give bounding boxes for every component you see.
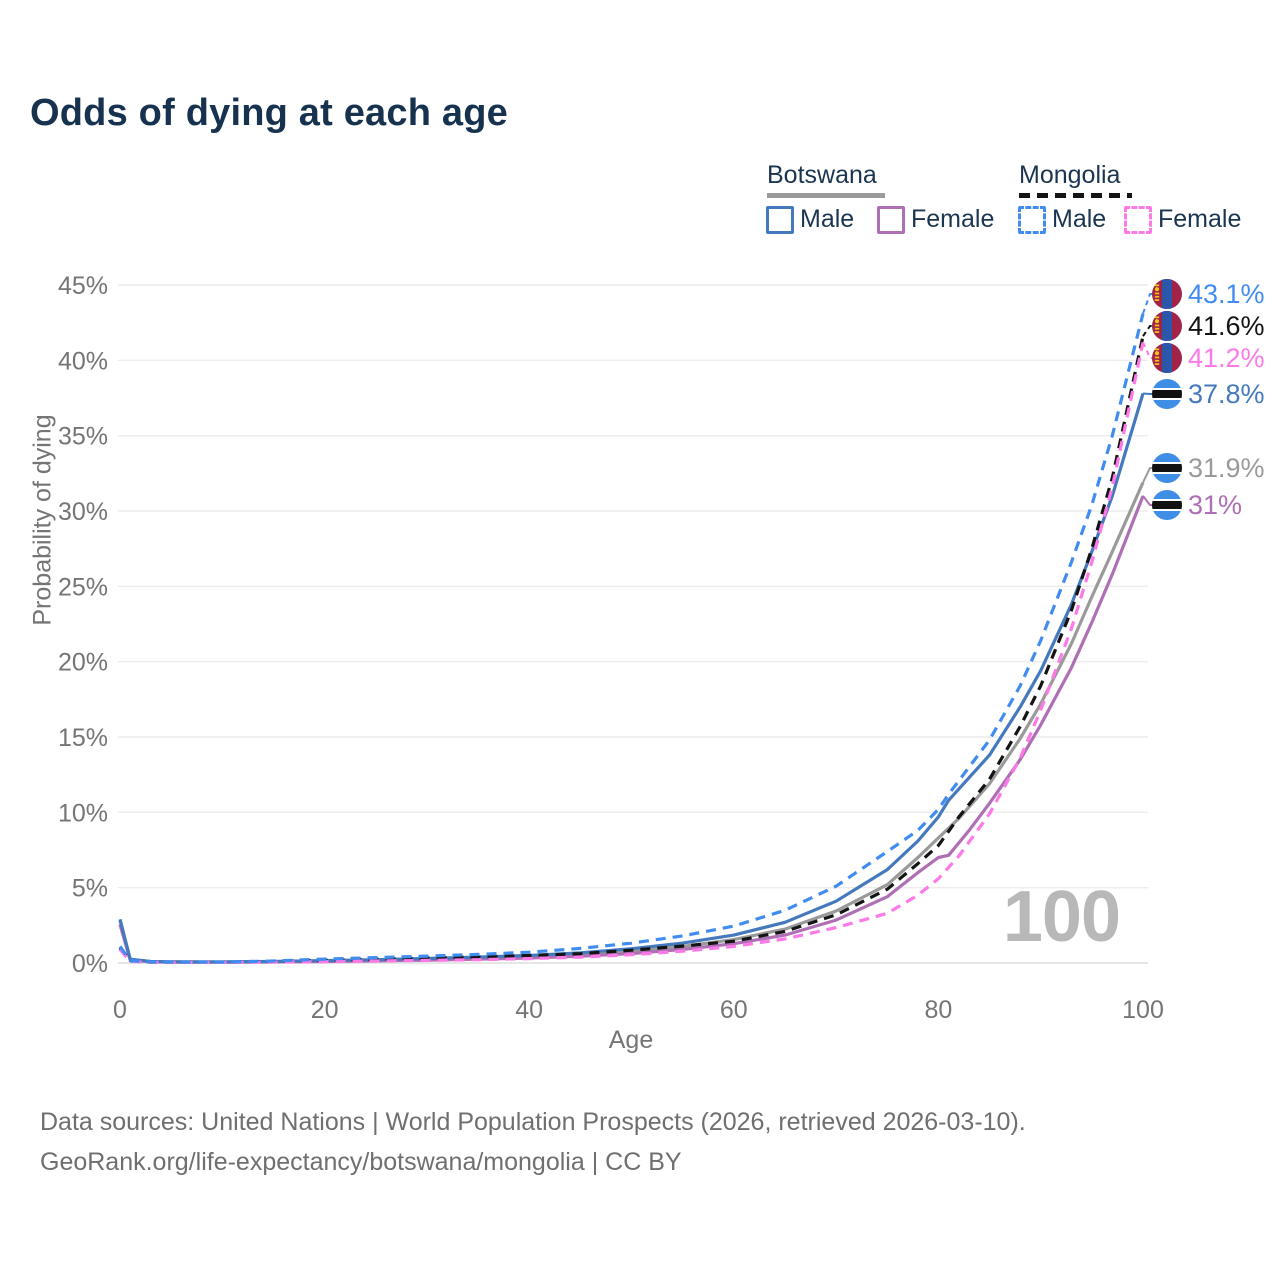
legend-checkbox-mongolia-female[interactable] <box>1124 206 1152 234</box>
series-line-mongolia-both-sexes[interactable] <box>118 335 1145 964</box>
x-tick-label: 100 <box>1122 996 1164 1024</box>
legend-group-botswana[interactable]: Botswana <box>767 161 877 189</box>
label-connector <box>1142 495 1152 506</box>
botswana-flag-icon <box>1152 379 1182 409</box>
series-line-botswana-both-sexes[interactable] <box>118 481 1145 964</box>
legend-label-mongolia-male[interactable]: Male <box>1052 205 1107 233</box>
x-tick-label: 60 <box>720 996 748 1024</box>
end-value-label: 41.6% <box>1188 311 1265 341</box>
x-tick-label: 0 <box>113 996 127 1024</box>
end-value-label: 43.1% <box>1188 279 1265 309</box>
series-line-botswana-male[interactable] <box>118 393 1145 964</box>
page-title: Odds of dying at each age <box>30 92 508 134</box>
y-tick-label: 5% <box>72 875 108 903</box>
mongolia-flag-icon <box>1152 279 1182 309</box>
legend-underline-botswana <box>767 193 885 198</box>
label-connector <box>1142 341 1152 359</box>
end-value-label: 31.9% <box>1188 453 1265 483</box>
botswana-flag-icon <box>1152 490 1182 520</box>
y-tick-label: 30% <box>58 498 108 526</box>
legend-underline-mongolia <box>1019 193 1132 198</box>
label-connector <box>1142 325 1152 337</box>
y-tick-label: 20% <box>58 649 108 677</box>
label-connector <box>1142 293 1152 314</box>
series-line-mongolia-female[interactable] <box>118 341 1145 964</box>
series-line-mongolia-male[interactable] <box>118 313 1145 964</box>
series-line-botswana-female[interactable] <box>118 495 1145 964</box>
x-tick-label: 80 <box>924 996 952 1024</box>
mongolia-flag-icon <box>1152 343 1182 373</box>
mongolia-flag-icon <box>1152 311 1182 341</box>
y-tick-label: 45% <box>58 272 108 300</box>
legend-label-mongolia-female[interactable]: Female <box>1158 205 1242 233</box>
y-tick-label: 40% <box>58 347 108 375</box>
y-tick-label: 35% <box>58 423 108 451</box>
end-value-label: 31% <box>1188 490 1242 520</box>
age-watermark: 100 <box>1002 877 1121 957</box>
legend-checkbox-botswana-male[interactable] <box>766 206 794 234</box>
end-value-label: 37.8% <box>1188 379 1265 409</box>
attribution-line: GeoRank.org/life-expectancy/botswana/mon… <box>40 1148 682 1176</box>
x-axis-label: Age <box>608 1026 654 1054</box>
y-tick-label: 15% <box>58 724 108 752</box>
y-tick-label: 10% <box>58 799 108 827</box>
x-tick-label: 20 <box>311 996 339 1024</box>
label-connector <box>1142 467 1152 483</box>
legend-checkbox-botswana-female[interactable] <box>877 206 905 234</box>
legend-group-mongolia[interactable]: Mongolia <box>1019 161 1121 189</box>
end-value-label: 41.2% <box>1188 343 1265 373</box>
botswana-flag-icon <box>1152 453 1182 483</box>
y-tick-label: 0% <box>72 950 108 978</box>
data-source-line: Data sources: United Nations | World Pop… <box>40 1108 1026 1136</box>
legend-checkbox-mongolia-male[interactable] <box>1018 206 1046 234</box>
legend-label-botswana-male[interactable]: Male <box>800 205 855 233</box>
label-connector <box>1142 392 1152 395</box>
legend-label-botswana-female[interactable]: Female <box>911 205 995 233</box>
x-tick-label: 40 <box>515 996 543 1024</box>
y-tick-label: 25% <box>58 573 108 601</box>
